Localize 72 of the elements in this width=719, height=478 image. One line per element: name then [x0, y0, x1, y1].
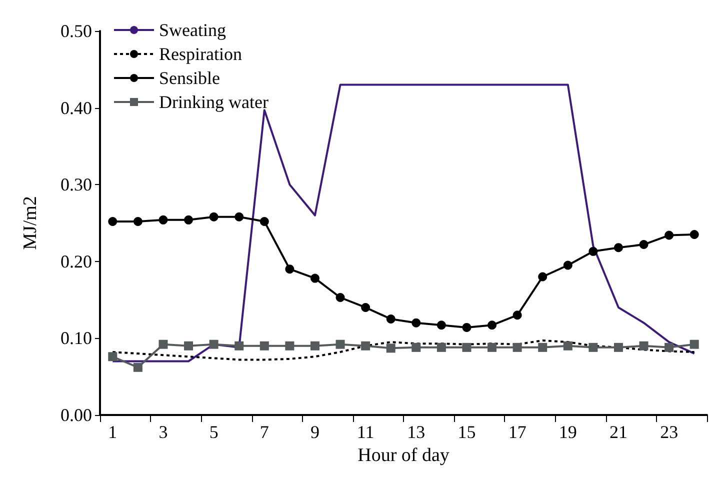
point: [563, 341, 572, 350]
point: [538, 272, 548, 282]
point: [133, 216, 142, 226]
point: [310, 341, 320, 350]
x-tick-label: 23: [660, 422, 678, 442]
point: [436, 342, 446, 352]
point: [361, 341, 370, 350]
point: [234, 341, 244, 350]
point: [588, 246, 598, 256]
x-tick-label: 15: [458, 422, 476, 442]
point: [386, 344, 396, 353]
x-tick-label: 5: [209, 422, 218, 442]
point: [260, 216, 269, 226]
x-tick-label: 11: [356, 422, 374, 442]
x-axis-title: Hour of day: [358, 444, 450, 466]
point: [336, 340, 345, 349]
point: [386, 314, 396, 324]
y-tick-label: 0.50: [60, 21, 92, 41]
x-tick-label: 3: [158, 422, 168, 442]
point: [690, 340, 699, 349]
point: [462, 322, 472, 332]
legend-label: Sweating: [159, 20, 226, 40]
x-tick-label: 7: [260, 422, 269, 442]
point: [158, 340, 168, 349]
legend-label: Respiration: [159, 44, 242, 64]
point: [462, 342, 472, 352]
point: [336, 293, 345, 302]
point: [184, 341, 194, 350]
point: [538, 342, 548, 352]
point: [108, 352, 118, 362]
y-tick-label: 0.40: [60, 98, 92, 118]
point: [108, 216, 118, 226]
point: [664, 342, 674, 352]
point: [664, 230, 674, 240]
point: [512, 342, 522, 352]
point: [639, 240, 648, 249]
point: [614, 342, 623, 352]
x-tick-label: 13: [407, 422, 426, 442]
point: [285, 341, 294, 350]
point: [260, 341, 269, 350]
y-tick-label: 0.00: [60, 405, 92, 425]
point: [234, 212, 244, 222]
point: [209, 212, 218, 222]
y-axis-title: MJ/m2: [20, 196, 41, 250]
point: [361, 302, 370, 312]
point: [690, 230, 699, 240]
point: [488, 342, 497, 352]
point: [436, 320, 446, 330]
x-tick-label: 17: [508, 422, 526, 442]
x-tick-label: 9: [310, 422, 320, 442]
point: [614, 243, 623, 252]
point: [412, 342, 421, 352]
x-tick-label: 1: [108, 422, 118, 442]
point: [184, 215, 194, 224]
x-tick-label: 19: [558, 422, 577, 442]
y-tick-label: 0.30: [60, 174, 92, 195]
point: [588, 342, 598, 352]
point: [310, 274, 320, 283]
point: [209, 340, 218, 349]
point: [158, 215, 168, 224]
y-tick-label: 0.20: [60, 251, 92, 272]
point: [639, 341, 648, 350]
point: [512, 310, 522, 320]
point: [412, 318, 421, 328]
legend-label: Drinking water: [159, 92, 268, 112]
point: [563, 260, 572, 270]
point: [133, 362, 142, 372]
legend-label: Sensible: [159, 68, 220, 88]
y-tick-label: 0.10: [60, 328, 92, 348]
point: [488, 320, 497, 330]
point: [285, 264, 294, 274]
x-tick-label: 21: [609, 422, 628, 442]
